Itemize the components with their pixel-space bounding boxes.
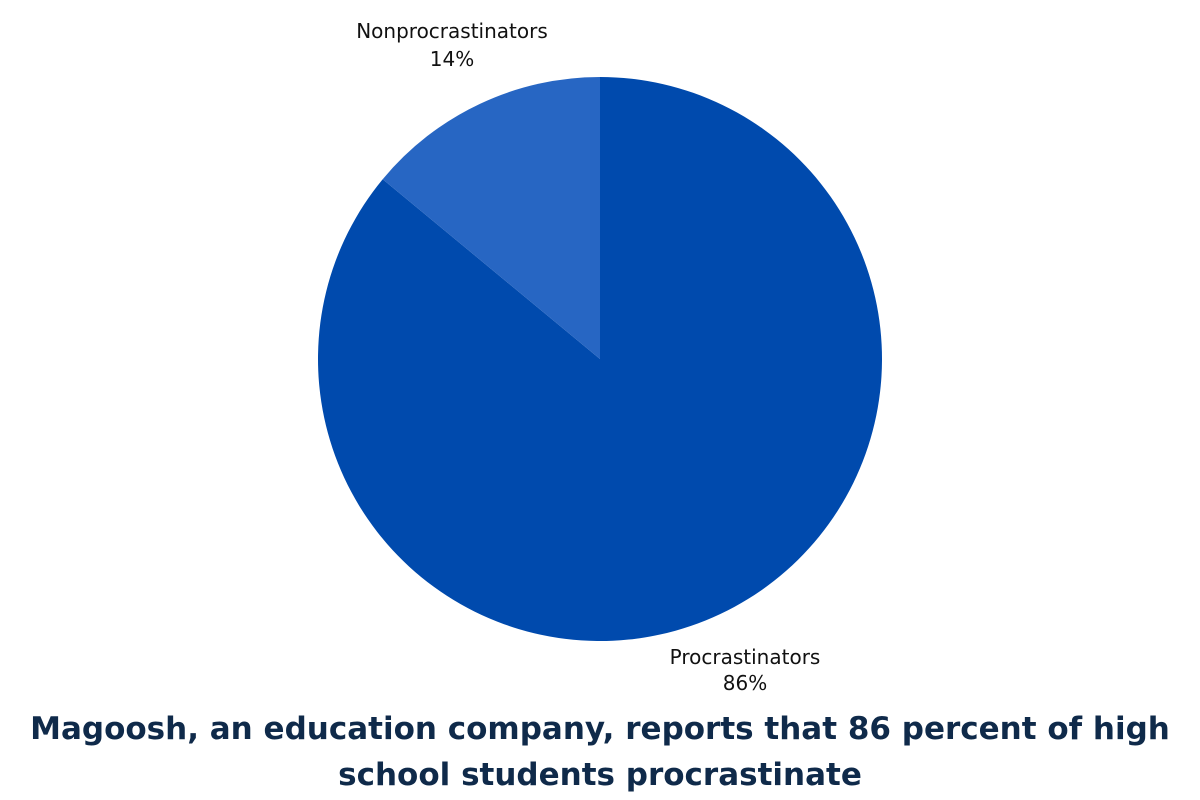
pie-slice-nonprocrastinators <box>382 76 600 359</box>
pie-slice-procrastinators <box>317 77 882 641</box>
slice-value-nonprocrastinators: 14% <box>430 47 474 71</box>
caption-line-2: school students procrastinate <box>338 757 862 793</box>
slice-label-nonprocrastinators: Nonprocrastinators <box>356 19 548 43</box>
caption-line-1: Magoosh, an education company, reports t… <box>30 711 1170 747</box>
slice-label-procrastinators: Procrastinators <box>670 645 821 669</box>
slice-value-procrastinators: 86% <box>723 671 767 695</box>
chart-caption: Magoosh, an education company, reports t… <box>0 706 1200 798</box>
